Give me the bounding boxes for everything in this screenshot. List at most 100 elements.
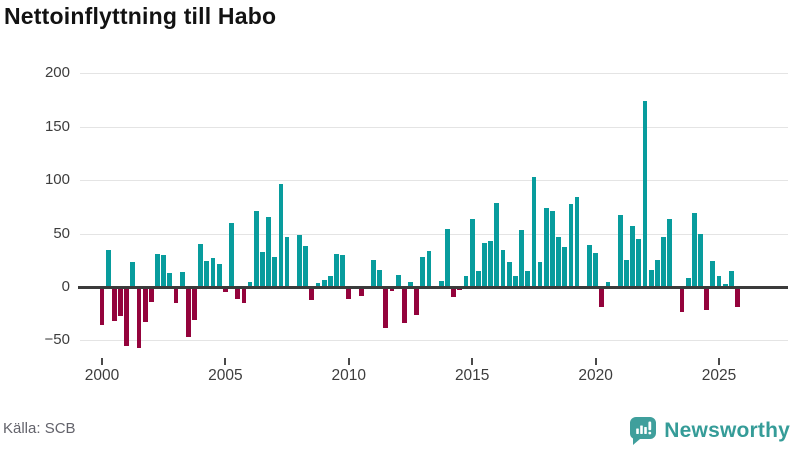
bar — [371, 260, 376, 287]
y-tick-label-100: 100 — [44, 171, 70, 189]
bar — [235, 287, 241, 299]
bar — [241, 287, 247, 304]
bar — [414, 287, 420, 315]
y-tick-label-0: 0 — [61, 278, 70, 295]
gridline-y--50 — [80, 340, 788, 342]
bar — [543, 207, 549, 287]
gridline-y-50 — [80, 233, 788, 235]
x-tick-label-2000: 2000 — [84, 367, 120, 384]
bar — [482, 243, 487, 287]
newsworthy-bubble-chart-icon — [630, 417, 657, 445]
bar — [130, 262, 136, 287]
bar — [260, 251, 265, 287]
x-tick-label-2025: 2025 — [701, 367, 737, 384]
bar — [346, 287, 352, 299]
bar — [167, 273, 173, 287]
bar — [327, 276, 333, 287]
x-tick-mark — [594, 358, 597, 365]
bar — [408, 281, 413, 287]
x-tick-mark — [347, 358, 350, 365]
bar — [469, 218, 475, 287]
x-tick-label-2015: 2015 — [454, 367, 490, 384]
bar — [358, 287, 364, 296]
bar — [340, 254, 346, 287]
bar — [223, 287, 228, 293]
bar — [297, 234, 302, 287]
y-tick-label--50: −50 — [44, 331, 70, 349]
bar — [537, 262, 543, 287]
bar — [722, 283, 728, 287]
bar — [685, 278, 691, 287]
bar — [229, 222, 234, 287]
zero-axis-line — [78, 285, 788, 289]
y-tick-label-200: 200 — [44, 64, 70, 82]
bar — [667, 218, 673, 287]
bar — [550, 211, 555, 287]
bar — [309, 287, 315, 300]
bar — [247, 281, 253, 287]
x-tick-mark — [101, 358, 103, 365]
x-tick-label-2005: 2005 — [208, 367, 243, 384]
bar — [420, 257, 426, 287]
plot-area — [78, 60, 788, 356]
bar — [451, 287, 457, 297]
brand-logo: Newsworthy — [629, 416, 790, 445]
bar — [111, 287, 117, 322]
bar — [315, 282, 321, 287]
bar — [593, 252, 598, 287]
bar — [691, 213, 697, 287]
gridline-y-100 — [80, 180, 788, 182]
x-tick-mark — [718, 358, 720, 365]
bar — [599, 287, 605, 308]
chart-title: Nettoinflyttning till Habo — [4, 3, 277, 29]
bar — [605, 281, 611, 287]
bar — [494, 202, 500, 287]
bar — [377, 269, 383, 287]
bar — [161, 254, 167, 287]
x-tick-label-2020: 2020 — [578, 367, 613, 384]
bar — [630, 226, 636, 287]
bar — [303, 246, 308, 287]
bar — [648, 269, 654, 287]
bar — [728, 270, 734, 287]
bar — [284, 236, 290, 287]
y-axis-labels: 200 150 100 50 0 −50 — [0, 60, 70, 356]
bar — [124, 287, 130, 346]
bar — [426, 250, 432, 287]
bar — [698, 233, 703, 287]
bar — [173, 287, 179, 304]
bar — [272, 257, 278, 287]
x-tick-label-2010: 2010 — [331, 367, 367, 384]
gridline-y-200 — [80, 73, 788, 75]
bar — [105, 249, 111, 287]
bar — [624, 260, 629, 287]
bar — [587, 245, 592, 287]
bar — [395, 275, 401, 287]
bar — [179, 272, 185, 287]
bar — [475, 270, 481, 287]
bar — [506, 262, 512, 287]
brand-name: Newsworthy — [664, 418, 790, 442]
bar — [463, 276, 469, 287]
bar — [531, 176, 537, 287]
bar — [636, 238, 642, 287]
bar — [142, 287, 148, 323]
bar — [568, 203, 574, 287]
bar — [148, 287, 154, 302]
bar — [679, 287, 685, 312]
bar — [654, 260, 660, 287]
bar — [192, 287, 197, 321]
bar — [198, 244, 204, 287]
bar — [525, 270, 531, 287]
y-tick-label-150: 150 — [44, 117, 70, 135]
bar — [253, 211, 259, 287]
bar — [562, 247, 568, 287]
bar — [457, 287, 463, 291]
x-tick-mark — [224, 358, 227, 365]
bar — [488, 241, 494, 287]
bar — [216, 263, 222, 287]
y-tick-label-50: 50 — [53, 224, 70, 242]
bar — [204, 261, 210, 287]
bar — [99, 287, 105, 326]
bar — [136, 287, 142, 348]
